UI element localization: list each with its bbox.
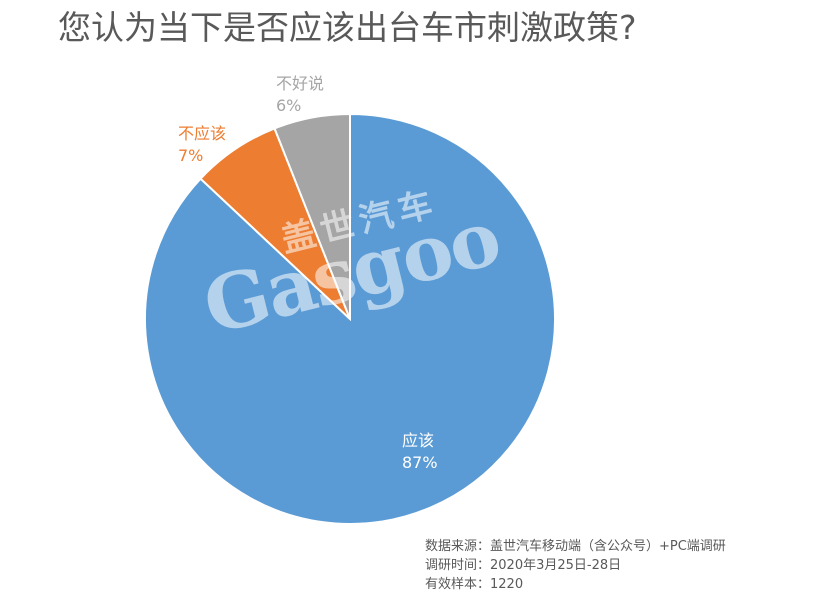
slice-label-unsure: 不好说 6%	[276, 73, 324, 117]
source-line-1: 数据来源：盖世汽车移动端（含公众号）+PC端调研	[425, 539, 726, 554]
slice-label-yes-value: 87%	[402, 453, 438, 472]
pie-slice-yes	[144, 112, 556, 525]
source-note: 数据来源：盖世汽车移动端（含公众号）+PC端调研 调研时间：2020年3月25日…	[425, 537, 726, 594]
slice-label-yes-category: 应该	[402, 431, 435, 450]
slice-label-no-value: 7%	[178, 146, 204, 165]
slice-label-unsure-category: 不好说	[276, 74, 325, 93]
source-line-3: 有效样本：1220	[425, 577, 524, 592]
source-line-2: 调研时间：2020年3月25日-28日	[425, 558, 622, 573]
slice-label-unsure-value: 6%	[276, 96, 302, 115]
chart-title: 您认为当下是否应该出台车市刺激政策?	[58, 8, 637, 47]
slice-label-yes: 应该 87%	[402, 430, 438, 474]
slice-label-no: 不应该 7%	[178, 123, 226, 167]
slice-label-no-category: 不应该	[178, 124, 227, 143]
pie-slice-unsure	[273, 112, 351, 320]
